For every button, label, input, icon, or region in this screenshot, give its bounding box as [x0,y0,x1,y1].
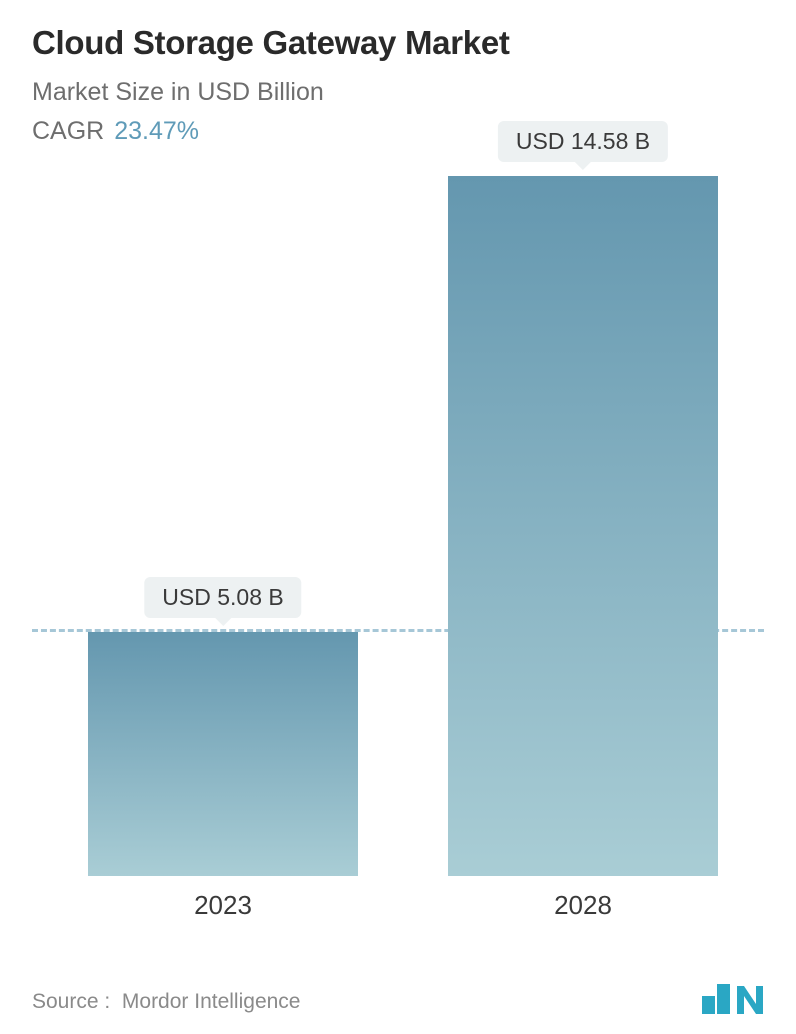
x-axis-label: 2023 [88,890,358,921]
logo-bar-icon [717,984,730,1014]
cagr-label: CAGR [32,117,104,145]
chart-title: Cloud Storage Gateway Market [32,24,764,62]
chart-area: USD 5.08 B USD 14.58 B 2023 2028 [32,176,764,964]
footer: Source : Mordor Intelligence [32,964,764,1014]
brand-logo [702,984,764,1014]
source-text: Source : Mordor Intelligence [32,990,300,1014]
bar-fill [88,632,358,876]
bar: USD 5.08 B [88,632,358,876]
bar-fill [448,176,718,876]
logo-n-icon [736,984,764,1014]
plot-region: USD 5.08 B USD 14.58 B [32,176,764,876]
source-name: Mordor Intelligence [122,990,301,1013]
x-axis-label: 2028 [448,890,718,921]
value-label: USD 5.08 B [144,577,301,618]
chart-container: Cloud Storage Gateway Market Market Size… [0,0,796,1034]
chart-subtitle: Market Size in USD Billion [32,78,764,107]
bar: USD 14.58 B [448,176,718,876]
logo-bar-icon [702,996,715,1014]
x-axis-labels: 2023 2028 [32,890,764,930]
cagr-value: 23.47% [114,117,199,145]
value-label: USD 14.58 B [498,121,668,162]
source-label: Source : [32,990,110,1013]
